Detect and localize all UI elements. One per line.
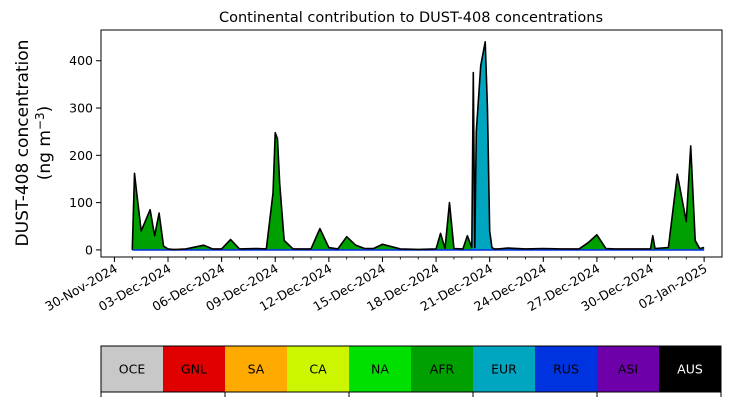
legend-swatch-eur xyxy=(473,346,535,392)
y-axis-label-line1: DUST-408 concentration xyxy=(13,40,33,247)
area-fill-afr-1 xyxy=(436,202,472,250)
legend-label-eur: EUR xyxy=(491,362,517,377)
total-concentration-line xyxy=(131,41,705,251)
legend-label-ca: CA xyxy=(309,362,327,377)
y-tick-label-0: 0 xyxy=(85,242,93,257)
chart-title: Continental contribution to DUST-408 con… xyxy=(219,10,603,26)
legend-label-asi: ASI xyxy=(618,362,638,377)
legend-swatch-gnl xyxy=(163,346,225,392)
legend-swatch-aus xyxy=(659,346,721,392)
y-tick-label-300: 300 xyxy=(69,101,93,116)
legend-label-sa: SA xyxy=(248,362,265,377)
legend-frame xyxy=(100,345,722,393)
legend-swatch-sa xyxy=(225,346,287,392)
plot-area xyxy=(131,41,705,251)
legend-swatch-rus xyxy=(535,346,597,392)
axes: 010020030040030-Nov-202403-Dec-202406-De… xyxy=(42,29,723,314)
legend-swatch-na xyxy=(349,346,411,392)
legend-swatch-asi xyxy=(597,346,659,392)
y-tick-label-100: 100 xyxy=(69,195,93,210)
legend-colorbar: OCE GNL SA CA NA AFR EUR RUS ASI AUS xyxy=(100,345,722,397)
legend-label-aus: AUS xyxy=(677,362,703,377)
legend-swatch-afr xyxy=(411,346,473,392)
plot-frame xyxy=(100,29,723,258)
legend-swatch-ca xyxy=(287,346,349,392)
legend-label-gnl: GNL xyxy=(181,362,207,377)
y-axis-label-line2: (ng m−3) xyxy=(33,106,55,181)
y-tick-label-200: 200 xyxy=(69,148,93,163)
y-tick-label-400: 400 xyxy=(69,53,93,68)
legend-label-oce: OCE xyxy=(119,362,146,377)
legend-label-rus: RUS xyxy=(553,362,579,377)
legend-label-na: NA xyxy=(371,362,389,377)
legend-swatch-oce xyxy=(101,346,163,392)
y-axis-label: DUST-408 concentration (ng m−3) xyxy=(13,40,55,247)
area-fill-afr-3 xyxy=(494,145,705,250)
legend-label-afr: AFR xyxy=(430,362,455,377)
